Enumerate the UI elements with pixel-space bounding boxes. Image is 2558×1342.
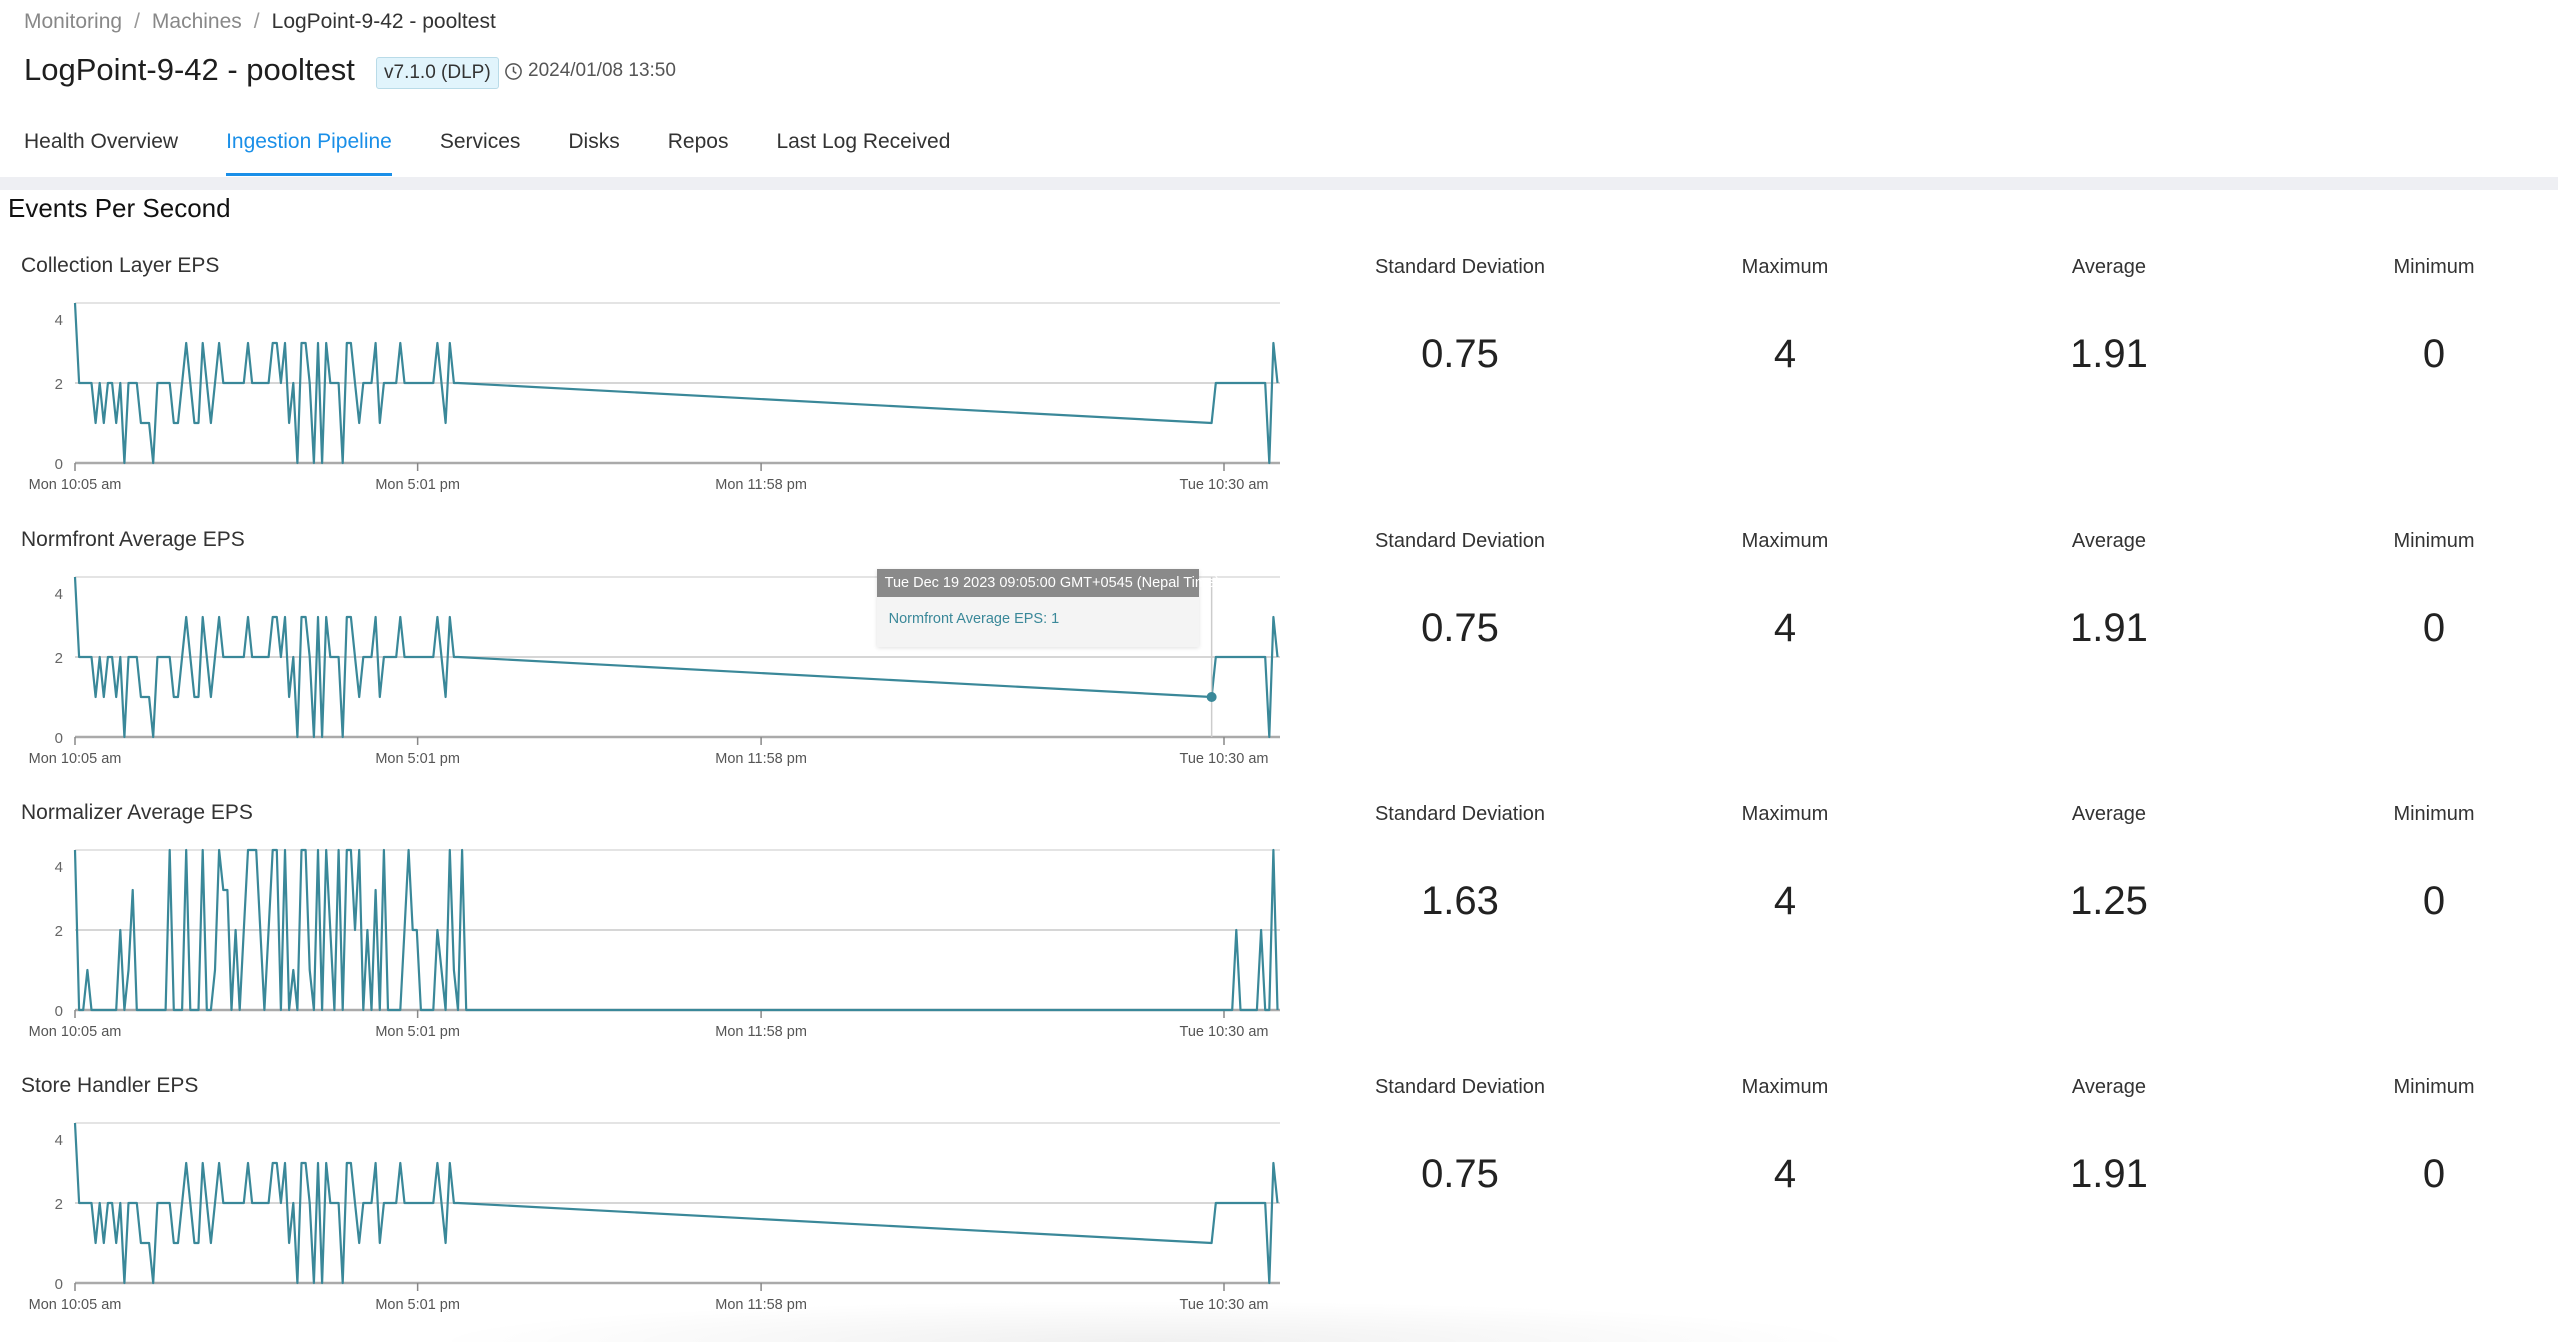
x-tick-label: Tue 10:30 am (1180, 1297, 1269, 1313)
tab-ingestion-pipeline[interactable]: Ingestion Pipeline (202, 126, 416, 176)
stat-label: Minimum (2393, 803, 2475, 825)
stat-label: Maximum (1741, 803, 1829, 825)
stat-value: 0 (2422, 606, 2446, 650)
x-tick-label: Mon 10:05 am (29, 477, 122, 493)
series-line (73, 302, 1279, 465)
series-line (73, 848, 1279, 1012)
y-tick-label: 4 (55, 1132, 63, 1149)
chart-tooltip: Tue Dec 19 2023 09:05:00 GMT+0545 (Nepal… (876, 569, 1220, 647)
stat-value: 4 (1773, 332, 1797, 376)
stat-label: Average (2071, 530, 2147, 552)
line-chart: 0 2 4 Mon 10:05 am Mon 5:01 pm Mon 11:58 pm Tu… (29, 848, 1280, 1040)
chart-title: Normfront Average EPS (21, 528, 245, 551)
breadcrumb-separator: / (134, 10, 140, 33)
tab-disks[interactable]: Disks (568, 130, 620, 153)
line-chart: 0 2 4 Mon 10:05 am Mon 5:01 pm Mon 11:58 pm Tu… (29, 302, 1280, 493)
bottom-shadow (420, 1300, 1870, 1342)
series-line (73, 576, 1279, 739)
clock-icon (505, 62, 522, 80)
line-chart: 0 2 4 Mon 10:05 am Mon 5:01 pm Mon 11:58 pm Tu… (29, 1122, 1280, 1313)
stat-label: Standard Deviation (1374, 803, 1546, 825)
stat-label: Average (2071, 803, 2147, 825)
y-tick-label: 0 (55, 730, 63, 747)
stat-label: Maximum (1741, 256, 1829, 278)
stat-value: 1.91 (2070, 606, 2148, 650)
x-tick-label: Mon 11:58 pm (715, 1297, 807, 1313)
tab-repos[interactable]: Repos (667, 130, 729, 153)
chart-title: Collection Layer EPS (21, 254, 220, 277)
stat-value: 0 (2422, 332, 2446, 376)
x-tick-label: Tue 10:30 am (1180, 477, 1269, 493)
stat-label: Standard Deviation (1374, 1076, 1546, 1098)
y-tick-label: 4 (55, 859, 63, 876)
line-chart: 0 2 4 Mon 10:05 am Mon 5:01 pm Mon 11:58 pm Tu… (29, 576, 1280, 767)
section-title: Events Per Second (8, 193, 231, 223)
x-tick-label: Mon 10:05 am (29, 751, 122, 767)
stat-value: 0.75 (1421, 1152, 1499, 1196)
tooltip-time: Tue Dec 19 2023 09:05:00 GMT+0545 (Nepal… (876, 569, 1220, 597)
tab-health-overview[interactable]: Health Overview (24, 130, 179, 153)
stat-value: 0 (2422, 879, 2446, 923)
stat-label: Maximum (1741, 530, 1829, 552)
stat-label: Standard Deviation (1374, 530, 1546, 552)
stat-value: 4 (1773, 1152, 1797, 1196)
breadcrumb-machines[interactable]: Machines (151, 10, 242, 33)
stat-label: Maximum (1741, 1076, 1829, 1098)
x-tick-label: Mon 11:58 pm (715, 477, 807, 493)
timestamp-text: 2024/01/08 13:50 (528, 60, 676, 81)
version-badge: v7.1.0 (DLP) (376, 57, 499, 89)
stat-value: 4 (1773, 606, 1797, 650)
y-tick-label: 0 (55, 456, 63, 473)
y-tick-label: 4 (55, 586, 63, 603)
stat-value: 4 (1773, 879, 1797, 923)
y-tick-label: 4 (55, 312, 63, 329)
timestamp: 2024/01/08 13:50 (504, 60, 676, 82)
x-tick-label: Tue 10:30 am (1180, 751, 1269, 767)
stat-value: 1.91 (2070, 1152, 2148, 1196)
y-tick-label: 2 (55, 376, 63, 393)
stat-value: 0.75 (1421, 332, 1499, 376)
stat-value: 0.75 (1421, 606, 1499, 650)
breadcrumb-current: LogPoint-9-42 - pooltest (271, 10, 496, 33)
x-tick-label: Mon 5:01 pm (375, 477, 460, 493)
breadcrumb-monitoring[interactable]: Monitoring (24, 10, 123, 33)
tab-services[interactable]: Services (439, 130, 521, 153)
x-tick-label: Mon 5:01 pm (375, 751, 460, 767)
stat-value: 1.25 (2070, 879, 2148, 923)
x-tick-label: Mon 10:05 am (29, 1024, 122, 1040)
stat-label: Average (2071, 1076, 2147, 1098)
stat-label: Minimum (2393, 530, 2475, 552)
x-tick-label: Mon 10:05 am (29, 1297, 122, 1313)
page-title: LogPoint-9-42 - pooltest (24, 52, 355, 87)
divider-band (0, 177, 2558, 190)
tab-bar: Health Overview Ingestion Pipeline Servi… (0, 126, 974, 178)
x-tick-label: Mon 11:58 pm (715, 1024, 807, 1040)
chart-title: Store Handler EPS (21, 1074, 199, 1097)
y-tick-label: 2 (55, 1196, 63, 1213)
breadcrumb-separator: / (253, 10, 260, 33)
stat-value: 0 (2422, 1152, 2446, 1196)
tooltip-value: Normfront Average EPS: 1 (888, 611, 1060, 627)
series-line (73, 1122, 1279, 1285)
x-tick-label: Mon 5:01 pm (375, 1297, 460, 1313)
stat-label: Minimum (2393, 1076, 2475, 1098)
y-tick-label: 0 (55, 1003, 63, 1020)
y-tick-label: 2 (55, 650, 63, 667)
chart-title: Normalizer Average EPS (21, 801, 253, 824)
stat-label: Standard Deviation (1374, 256, 1546, 278)
x-tick-label: Tue 10:30 am (1180, 1024, 1269, 1040)
stat-label: Average (2071, 256, 2147, 278)
stat-value: 1.63 (1421, 879, 1499, 923)
breadcrumb: Monitoring / Machines / LogPoint-9-42 - pool… (24, 10, 496, 34)
x-tick-label: Mon 5:01 pm (375, 1024, 460, 1040)
y-tick-label: 0 (55, 1276, 63, 1293)
x-tick-label: Mon 11:58 pm (715, 751, 807, 767)
y-tick-label: 2 (55, 923, 63, 940)
hover-point (1206, 692, 1217, 702)
stat-value: 1.91 (2070, 332, 2148, 376)
stat-label: Minimum (2393, 256, 2475, 278)
tab-last-log-received[interactable]: Last Log Received (776, 130, 951, 153)
